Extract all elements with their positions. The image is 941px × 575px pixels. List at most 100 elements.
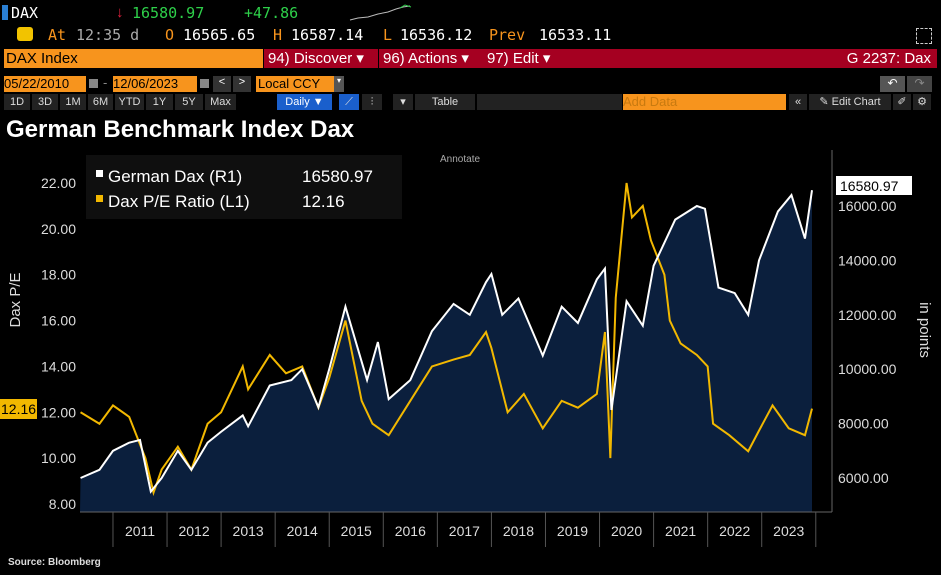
period-ytd[interactable]: YTD [115,94,144,110]
legend-box [86,155,402,219]
source-note: Source: Bloomberg [8,557,101,568]
dax-last-tag [836,176,912,195]
legend-swatch-pe [96,195,103,202]
y-right-tick-label: 6000.00 [838,470,889,486]
x-tick-label: 2011 [125,523,155,539]
dax-last-value: 16580.97 [840,178,899,194]
low: 16536.12 [400,26,473,44]
x-tick-label: 2015 [341,523,372,539]
y-left-tick-label: 14.00 [41,358,76,374]
date-separator: - [103,75,108,90]
discover-menu[interactable]: 94) Discover ▾ [264,49,378,68]
redo-button[interactable]: ↷ [907,76,932,92]
legend-pe-name: Dax P/E Ratio (L1) [108,192,250,211]
calendar-icon[interactable] [200,79,209,88]
x-tick-label: 2016 [395,523,426,539]
open: 16565.65 [183,26,256,44]
y-right-tick-label: 8000.00 [838,416,889,432]
y-right-tick-label: 12000.00 [838,307,897,323]
bar-chart-icon[interactable]: ⫶ [362,94,382,110]
y-right-tick-label: 14000.00 [838,252,897,268]
period-max[interactable]: Max [205,94,236,110]
gear-icon[interactable]: ⚙ [913,94,931,110]
sparkline [349,4,412,21]
period-3d[interactable]: 3D [32,94,58,110]
frequency-select[interactable]: Daily ▼ [277,94,332,110]
security-field[interactable]: DAX Index [4,49,263,68]
add-data-input[interactable]: Add Data [623,94,786,110]
start-date[interactable]: 05/22/2010 [4,76,86,92]
gauge-icon[interactable] [17,27,33,41]
popout-icon[interactable] [916,28,932,44]
prev: 16533.11 [539,26,612,44]
line-chart-icon[interactable]: ⟋ [339,94,359,110]
last-price: 16580.97 [132,4,205,22]
y-left-tick-label: 18.00 [41,267,76,283]
pe-line [80,182,813,497]
chart-title: German Benchmark Index Dax [6,116,355,143]
y-left-tick-label: 16.00 [41,313,76,329]
period-6m[interactable]: 6M [88,94,113,110]
collapse-button[interactable]: « [789,94,807,110]
low-label: L [383,26,393,44]
period-1y[interactable]: 1Y [146,94,173,110]
currency-select[interactable]: Local CCY [256,76,334,92]
dax-area [80,190,812,512]
y-left-tick-label: 12.00 [41,404,76,420]
y-right-tick-label: 16000.00 [838,198,897,214]
x-tick-label: 2017 [449,523,480,539]
legend-pe-value: 12.16 [302,192,345,211]
prev-period-button[interactable]: < [213,76,231,92]
calendar-icon[interactable] [89,79,98,88]
end-date[interactable]: 12/06/2023 [113,76,197,92]
x-tick-label: 2022 [719,523,750,539]
legend-dax-value: 16580.97 [302,167,373,186]
undo-button[interactable]: ↶ [880,76,905,92]
period-1m[interactable]: 1M [60,94,86,110]
period-5y[interactable]: 5Y [175,94,203,110]
page-code-text: G 2237: Dax [846,50,931,67]
pe-last-tag [0,399,37,419]
y-left-tick-label: 10.00 [41,450,76,466]
x-tick-label: 2021 [665,523,696,539]
table-button[interactable]: Table [415,94,475,110]
page-code: G 2237: Dax [559,49,937,68]
edit-menu[interactable]: 97) Edit ▾ [483,49,559,68]
next-period-button[interactable]: > [233,76,251,92]
y-left-tick-label: 22.00 [41,175,76,191]
net-change: +47.86 [244,4,299,22]
prev-label: Prev [489,26,526,44]
x-tick-label: 2020 [611,523,642,539]
dax-line [80,190,813,494]
chart-type-dropdown[interactable]: ▾ [393,94,413,110]
high-label: H [273,26,283,44]
period-1d[interactable]: 1D [4,94,30,110]
down-arrow-icon: ↓ [116,4,124,21]
x-tick-label: 2023 [773,523,804,539]
x-tick-label: 2013 [233,523,264,539]
y-right-tick-label: 10000.00 [838,361,897,377]
ticker: DAX [11,4,39,22]
legend-dax-name: German Dax (R1) [108,167,242,186]
x-tick-label: 2019 [557,523,588,539]
pe-last-value: 12.16 [1,401,36,417]
toolbar-spacer [477,94,622,110]
x-tick-label: 2012 [178,523,209,539]
legend-swatch-dax [96,170,103,177]
y-right-label: in points [916,302,933,358]
ticker-marker [2,5,8,20]
at-label: At [48,26,67,44]
time: 12:35 d [76,26,140,44]
annotate-label: Annotate [440,154,480,165]
actions-menu[interactable]: 96) Actions ▾ [379,49,483,68]
y-left-tick-label: 20.00 [41,221,76,237]
x-tick-label: 2014 [287,523,318,539]
y-left-tick-label: 8.00 [49,496,76,512]
x-tick-label: 2018 [503,523,534,539]
chevron-down-icon[interactable]: ▾ [334,76,344,92]
open-label: O [165,26,175,44]
edit-chart-button[interactable]: ✎ Edit Chart [809,94,891,110]
y-left-label: Dax P/E [7,272,24,327]
annotate-icon[interactable]: ✐ [893,94,911,110]
